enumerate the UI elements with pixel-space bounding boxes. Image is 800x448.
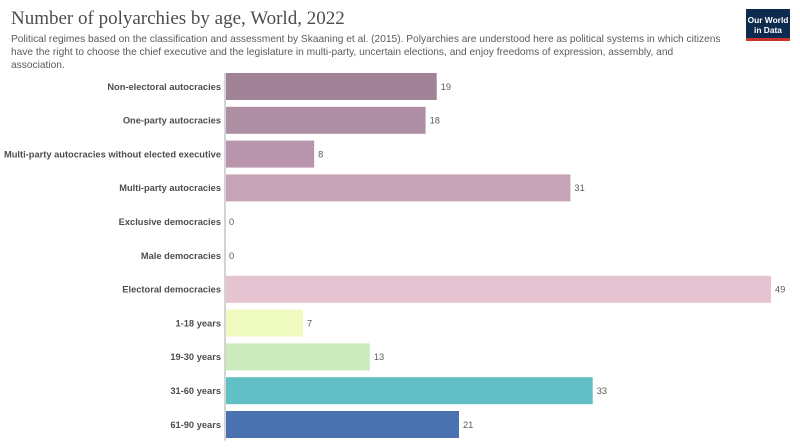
bar[interactable] <box>226 411 459 438</box>
category-label: 31-60 years <box>170 386 221 396</box>
value-label: 13 <box>374 352 384 362</box>
category-label: Non-electoral autocracies <box>107 82 221 92</box>
value-label: 33 <box>597 386 607 396</box>
bar[interactable] <box>226 73 437 100</box>
value-label: 31 <box>574 183 584 193</box>
value-label: 7 <box>307 318 312 328</box>
category-label: One-party autocracies <box>123 116 221 126</box>
bar[interactable] <box>226 106 426 134</box>
value-label: 49 <box>775 285 785 295</box>
bar[interactable] <box>226 309 303 337</box>
category-label: 1-18 years <box>176 318 222 328</box>
logo-line-2: in Data <box>754 25 782 35</box>
bar[interactable] <box>226 343 370 371</box>
owid-logo[interactable]: Our World in Data <box>746 9 790 41</box>
category-label: Male democracies <box>141 251 221 261</box>
category-label: Multi-party autocracies without elected … <box>4 149 221 159</box>
category-label: 19-30 years <box>170 352 221 362</box>
value-label: 19 <box>441 82 451 92</box>
category-label: Electoral democracies <box>122 285 221 295</box>
bar[interactable] <box>226 377 593 405</box>
logo-line-1: Our World <box>747 15 789 25</box>
category-label: 61-90 years <box>170 420 221 430</box>
category-label: Exclusive democracies <box>119 217 221 227</box>
chart-title: Number of polyarchies by age, World, 202… <box>11 8 345 29</box>
category-label: Multi-party autocracies <box>119 183 221 193</box>
value-label: 18 <box>430 116 440 126</box>
value-label: 21 <box>463 420 473 430</box>
bar[interactable] <box>226 275 771 303</box>
bar[interactable] <box>226 174 571 202</box>
value-label: 8 <box>318 149 323 159</box>
value-label: 0 <box>229 217 234 227</box>
value-label: 0 <box>229 251 234 261</box>
chart-subtitle: Political regimes based on the classific… <box>11 34 721 71</box>
bar[interactable] <box>226 140 315 168</box>
